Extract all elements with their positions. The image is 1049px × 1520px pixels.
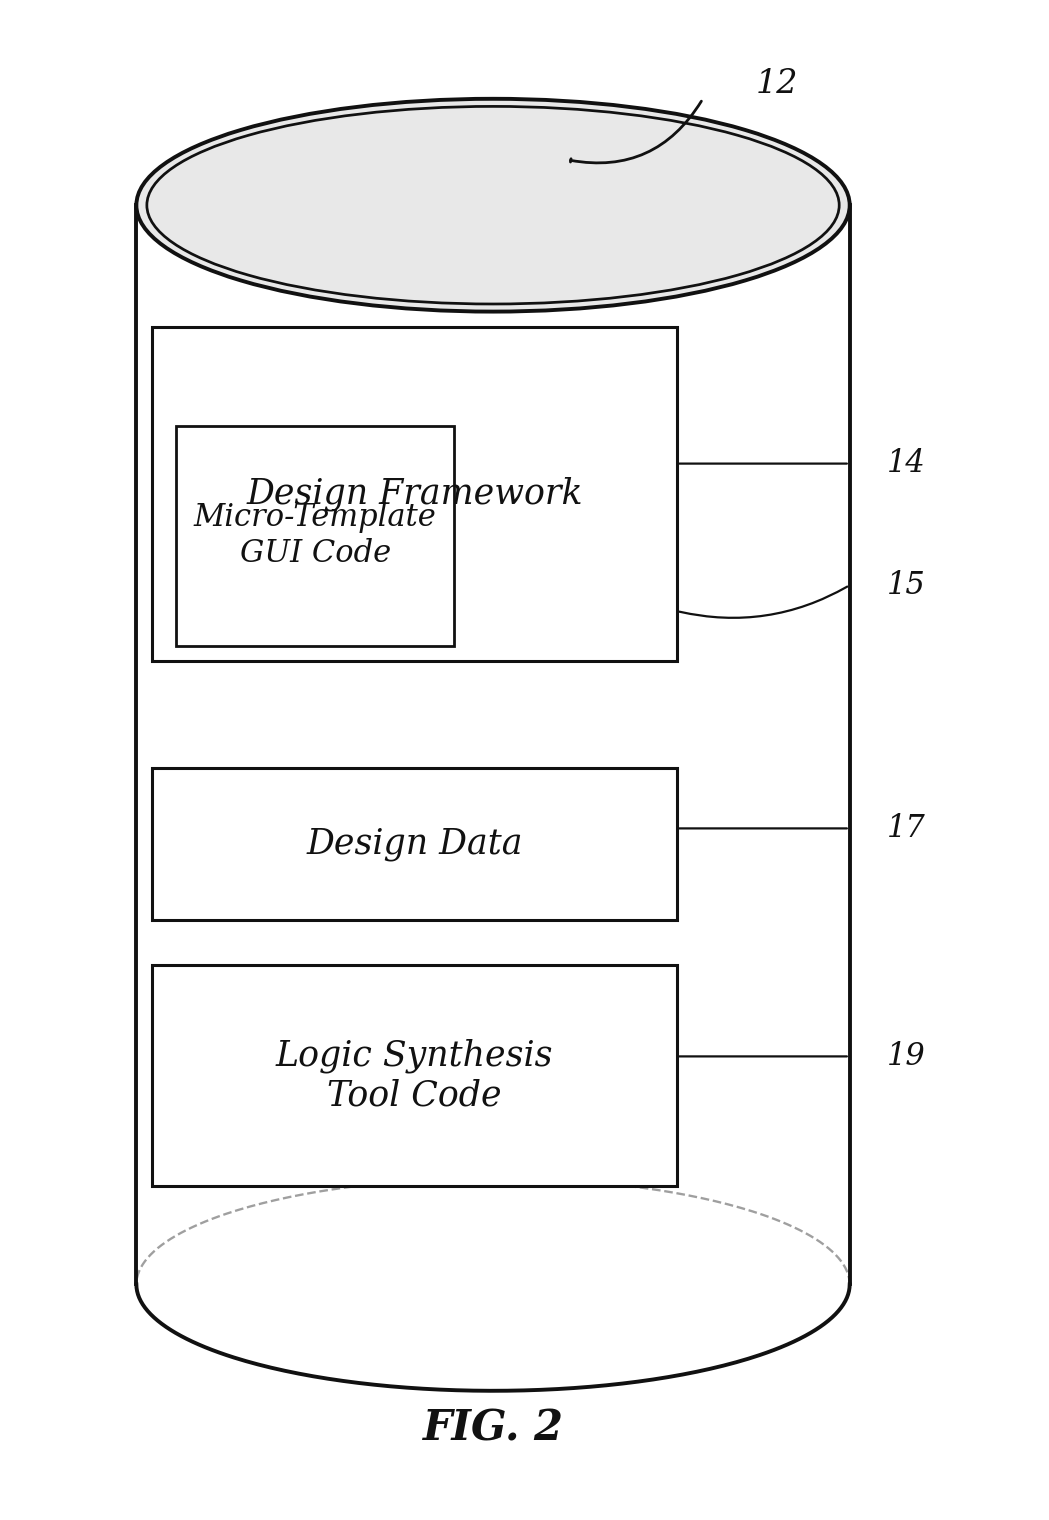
Text: 17: 17 xyxy=(886,813,925,844)
Polygon shape xyxy=(136,1178,850,1391)
Polygon shape xyxy=(136,99,850,312)
Text: Design Data: Design Data xyxy=(306,827,522,860)
Text: 12: 12 xyxy=(755,67,798,100)
Text: Logic Synthesis
Tool Code: Logic Synthesis Tool Code xyxy=(276,1038,553,1113)
Bar xyxy=(136,205,850,1284)
Text: Design Framework: Design Framework xyxy=(247,477,582,511)
Bar xyxy=(152,327,677,661)
Text: 15: 15 xyxy=(886,570,925,600)
Text: Micro-Template
GUI Code: Micro-Template GUI Code xyxy=(194,503,436,568)
Bar xyxy=(152,768,677,920)
Bar xyxy=(152,965,677,1186)
Text: 19: 19 xyxy=(886,1041,925,1072)
Bar xyxy=(176,426,454,646)
Text: FIG. 2: FIG. 2 xyxy=(423,1408,563,1450)
Text: 14: 14 xyxy=(886,448,925,479)
